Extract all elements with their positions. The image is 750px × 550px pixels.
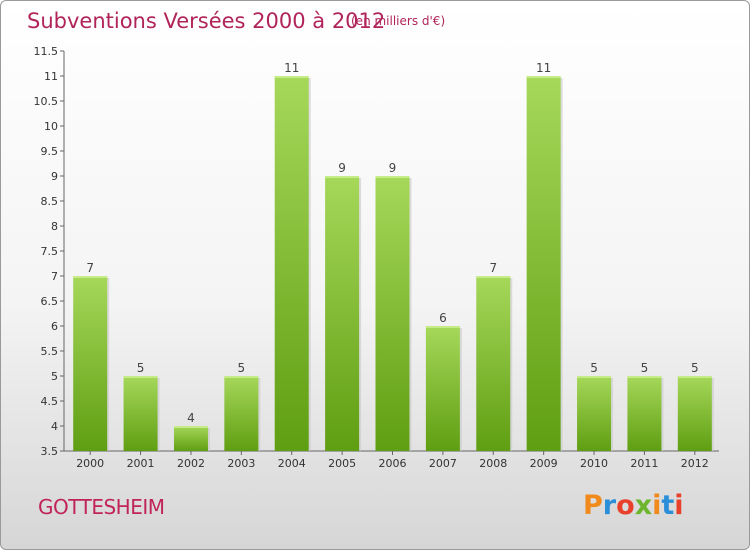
- y-tick-label: 4.5: [41, 395, 59, 408]
- x-tick-label: 2011: [630, 457, 658, 470]
- value-label: 4: [187, 411, 195, 425]
- value-label: 5: [590, 361, 598, 375]
- y-tick-label: 5: [51, 370, 58, 383]
- value-label: 5: [238, 361, 246, 375]
- bar-top-highlight: [627, 376, 662, 378]
- x-tick-label: 2001: [127, 457, 155, 470]
- bar-top-highlight: [677, 376, 712, 378]
- bar-2008: [476, 276, 511, 451]
- bar-2005: [325, 176, 360, 451]
- y-tick-label: 5.5: [41, 345, 59, 358]
- x-tick-label: 2004: [278, 457, 306, 470]
- value-label: 7: [489, 261, 497, 275]
- value-label: 9: [338, 161, 346, 175]
- bar-top-highlight: [375, 176, 410, 178]
- proxiti-logo: Proxiti: [583, 490, 684, 521]
- y-tick-label: 10.5: [34, 95, 59, 108]
- x-tick-label: 2003: [227, 457, 255, 470]
- y-tick-label: 10: [44, 120, 58, 133]
- bar-top-highlight: [425, 326, 460, 328]
- x-tick-label: 2012: [681, 457, 709, 470]
- value-label: 6: [439, 311, 447, 325]
- value-label: 11: [284, 61, 299, 75]
- y-tick-label: 6.5: [41, 295, 59, 308]
- value-label: 11: [536, 61, 551, 75]
- bar-2011: [627, 376, 662, 451]
- y-tick-label: 8: [51, 220, 58, 233]
- x-tick-label: 2009: [530, 457, 558, 470]
- value-label: 5: [641, 361, 649, 375]
- x-tick-label: 2005: [328, 457, 356, 470]
- chart-title: Subventions Versées 2000 à 2012: [27, 9, 386, 33]
- bar-2007: [425, 326, 460, 451]
- bar-2006: [375, 176, 410, 451]
- bar-top-highlight: [73, 276, 108, 278]
- bar-2001: [123, 376, 158, 451]
- y-tick-label: 8.5: [41, 195, 59, 208]
- y-tick-label: 11: [44, 70, 58, 83]
- y-tick-label: 3.5: [41, 445, 59, 458]
- x-tick-label: 2010: [580, 457, 608, 470]
- y-tick-label: 6: [51, 320, 58, 333]
- y-tick-label: 4: [51, 420, 58, 433]
- value-label: 7: [86, 261, 94, 275]
- bar-top-highlight: [224, 376, 259, 378]
- bar-top-highlight: [577, 376, 612, 378]
- chart-subtitle: (en milliers d'€): [351, 14, 446, 28]
- bar-2000: [73, 276, 108, 451]
- bar-2012: [677, 376, 712, 451]
- value-label: 9: [389, 161, 397, 175]
- value-label: 5: [691, 361, 699, 375]
- bar-top-highlight: [123, 376, 158, 378]
- bar-top-highlight: [274, 76, 309, 78]
- y-tick-label: 11.5: [34, 45, 59, 58]
- commune-name: GOTTESHEIM: [38, 495, 165, 519]
- y-tick-label: 7.5: [41, 245, 59, 258]
- bar-2003: [224, 376, 259, 451]
- bar-2009: [526, 76, 561, 451]
- x-tick-label: 2008: [479, 457, 507, 470]
- bar-top-highlight: [526, 76, 561, 78]
- x-tick-label: 2000: [76, 457, 104, 470]
- y-tick-label: 9.5: [41, 145, 59, 158]
- bar-2002: [173, 426, 208, 451]
- x-tick-label: 2002: [177, 457, 205, 470]
- bar-2004: [274, 76, 309, 451]
- y-tick-label: 9: [51, 170, 58, 183]
- y-tick-label: 7: [51, 270, 58, 283]
- x-tick-label: 2007: [429, 457, 457, 470]
- value-label: 5: [137, 361, 145, 375]
- x-tick-label: 2006: [379, 457, 407, 470]
- bar-top-highlight: [476, 276, 511, 278]
- bar-top-highlight: [325, 176, 360, 178]
- bar-top-highlight: [173, 426, 208, 428]
- bar-2010: [577, 376, 612, 451]
